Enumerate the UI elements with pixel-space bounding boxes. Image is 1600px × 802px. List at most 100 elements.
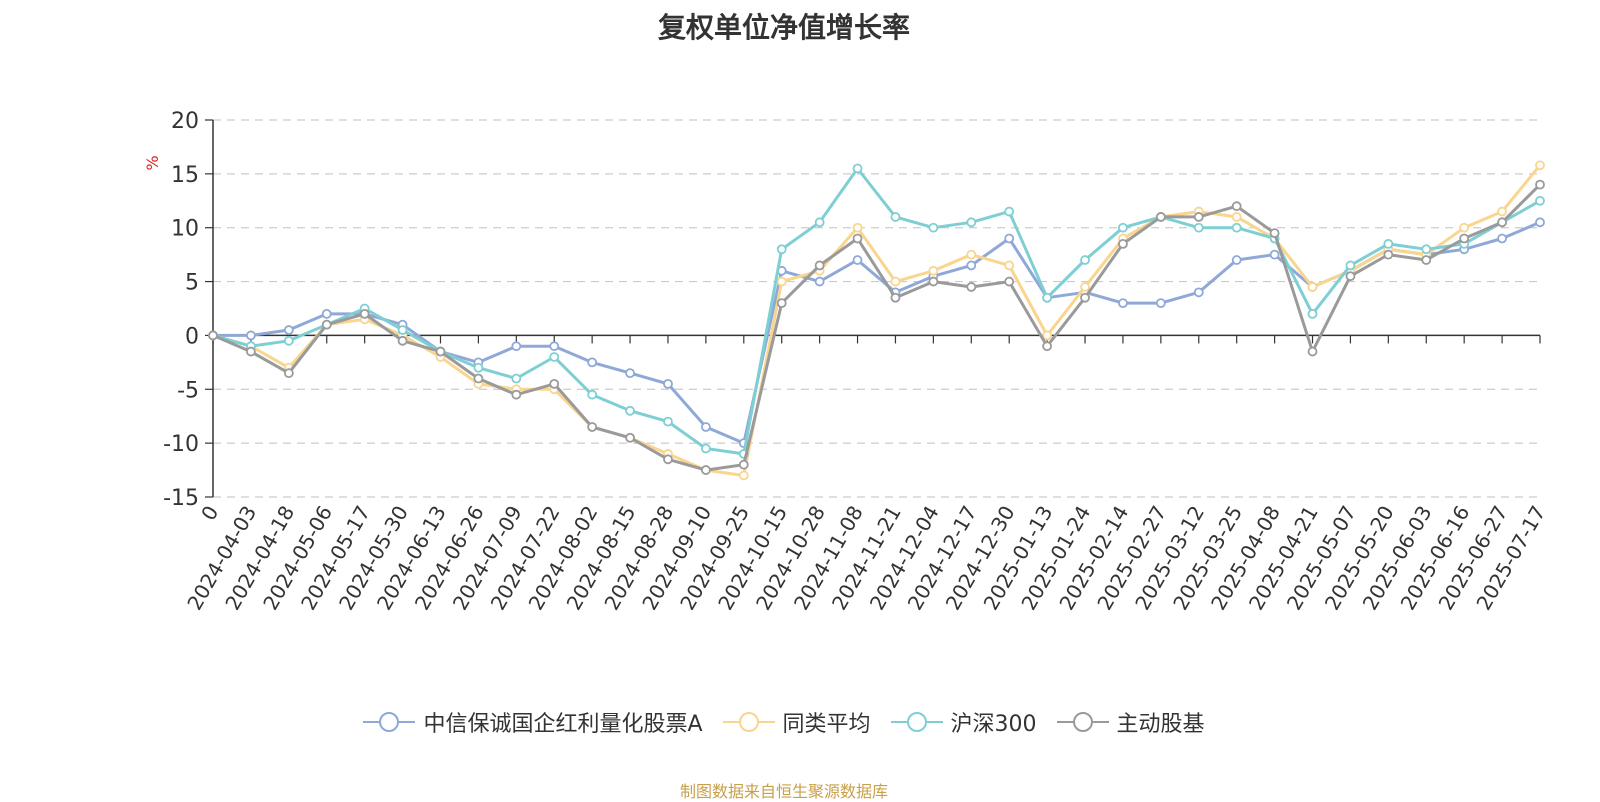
legend-item-fund[interactable]: 中信保诚国企红利量化股票A bbox=[363, 706, 703, 738]
data-point-series-2 bbox=[852, 163, 863, 174]
y-tick-label: -5 bbox=[177, 378, 199, 403]
data-point-series-2 bbox=[1042, 292, 1053, 303]
data-point-series-0 bbox=[625, 368, 635, 379]
data-point-series-3 bbox=[397, 335, 408, 346]
data-point-series-2 bbox=[700, 443, 711, 454]
data-point-series-3 bbox=[246, 346, 256, 357]
data-point-series-0 bbox=[1497, 233, 1507, 244]
data-point-series-0 bbox=[1155, 298, 1166, 309]
data-point-series-3 bbox=[587, 422, 598, 432]
data-point-series-3 bbox=[1535, 179, 1545, 190]
y-tick-label: 10 bbox=[171, 217, 199, 242]
legend-label-csi300: 沪深300 bbox=[950, 712, 1037, 737]
data-point-series-2 bbox=[1118, 222, 1128, 233]
legend-item-active-equity[interactable]: 主动股基 bbox=[1056, 706, 1205, 738]
series-line-3 bbox=[212, 183, 1542, 472]
data-point-series-0 bbox=[549, 341, 560, 352]
data-point-series-2 bbox=[1345, 260, 1356, 271]
data-point-series-3 bbox=[852, 233, 863, 244]
data-point-series-2 bbox=[1421, 244, 1432, 255]
data-point-series-1 bbox=[890, 276, 901, 287]
data-point-series-2 bbox=[1383, 238, 1394, 249]
data-point-series-3 bbox=[1269, 228, 1280, 239]
data-point-series-3 bbox=[928, 276, 939, 287]
data-point-series-3 bbox=[283, 368, 294, 379]
data-point-series-3 bbox=[814, 260, 825, 271]
line-chart: -15-10-505101520%02024-04-032024-04-1820… bbox=[143, 109, 1550, 614]
data-point-series-3 bbox=[625, 432, 635, 443]
data-point-series-0 bbox=[246, 330, 256, 341]
data-point-series-1 bbox=[1497, 206, 1507, 217]
data-point-series-3 bbox=[1193, 212, 1204, 222]
data-point-series-0 bbox=[663, 378, 673, 389]
data-point-series-2 bbox=[625, 405, 635, 416]
chart-title: 复权单位净值增长率 bbox=[657, 11, 910, 44]
data-point-series-1 bbox=[1004, 260, 1015, 271]
data-point-series-0 bbox=[283, 325, 294, 335]
data-point-series-1 bbox=[1231, 212, 1242, 222]
data-point-series-3 bbox=[511, 389, 522, 400]
data-point-series-2 bbox=[1004, 206, 1015, 217]
data-point-series-2 bbox=[473, 362, 484, 373]
data-point-series-3 bbox=[966, 282, 977, 292]
legend: 中信保诚国企红利量化股票A 同类平均 沪深300 主动股基 bbox=[0, 706, 1568, 738]
data-point-series-0 bbox=[852, 255, 863, 265]
data-point-series-3 bbox=[1459, 233, 1470, 244]
data-point-series-2 bbox=[1535, 195, 1545, 206]
data-point-series-2 bbox=[1080, 255, 1090, 265]
legend-label-active-equity: 主动股基 bbox=[1116, 712, 1205, 737]
data-point-series-3 bbox=[776, 298, 787, 309]
data-point-series-1 bbox=[1459, 222, 1470, 233]
legend-label-peer-average: 同类平均 bbox=[782, 712, 871, 737]
data-point-series-3 bbox=[1307, 346, 1318, 357]
data-point-series-3 bbox=[890, 292, 901, 303]
data-point-series-3 bbox=[359, 308, 370, 319]
data-point-series-2 bbox=[397, 325, 408, 335]
legend-label-fund: 中信保诚国企红利量化股票A bbox=[423, 712, 703, 737]
data-point-series-0 bbox=[1193, 287, 1204, 298]
data-point-series-1 bbox=[1080, 282, 1090, 292]
data-point-series-3 bbox=[738, 459, 749, 470]
legend-line-circle-icon bbox=[1056, 712, 1109, 732]
legend-line-circle-icon bbox=[722, 712, 775, 732]
data-point-series-3 bbox=[435, 346, 446, 357]
y-tick-label: -15 bbox=[163, 486, 199, 511]
data-point-series-2 bbox=[587, 389, 598, 400]
data-point-series-0 bbox=[511, 341, 522, 352]
data-point-series-2 bbox=[549, 352, 560, 362]
data-point-series-3 bbox=[1155, 212, 1166, 222]
y-tick-label: 5 bbox=[185, 271, 199, 296]
data-point-series-2 bbox=[1193, 222, 1204, 233]
y-tick-label: -10 bbox=[163, 432, 199, 457]
legend-item-csi300[interactable]: 沪深300 bbox=[890, 706, 1037, 738]
data-point-series-3 bbox=[208, 330, 218, 341]
data-point-series-3 bbox=[663, 454, 673, 465]
data-point-series-3 bbox=[1383, 249, 1394, 260]
data-source-note: 制图数据来自恒生聚源数据库 bbox=[679, 782, 888, 801]
data-point-series-0 bbox=[1535, 217, 1545, 228]
data-point-series-0 bbox=[1269, 249, 1280, 260]
data-point-series-3 bbox=[473, 373, 484, 384]
data-point-series-3 bbox=[1345, 271, 1356, 282]
legend-item-peer-average[interactable]: 同类平均 bbox=[722, 706, 871, 738]
data-point-series-2 bbox=[890, 212, 901, 222]
y-axis-unit-label: % bbox=[143, 155, 162, 170]
data-point-series-1 bbox=[1042, 330, 1053, 341]
data-point-series-3 bbox=[1118, 238, 1128, 249]
data-point-series-0 bbox=[814, 276, 825, 287]
series-lines bbox=[208, 160, 1545, 481]
data-point-series-2 bbox=[814, 217, 825, 228]
legend-line-circle-icon bbox=[890, 712, 943, 732]
data-point-series-1 bbox=[928, 265, 939, 276]
data-point-series-1 bbox=[852, 222, 863, 233]
data-point-series-3 bbox=[1497, 217, 1507, 228]
data-point-series-0 bbox=[587, 357, 598, 368]
data-point-series-2 bbox=[1307, 308, 1318, 319]
grid-lines bbox=[213, 119, 1540, 498]
data-point-series-3 bbox=[549, 378, 560, 389]
data-point-series-2 bbox=[511, 373, 522, 384]
y-tick-label: 15 bbox=[171, 163, 199, 188]
data-point-series-0 bbox=[1231, 255, 1242, 265]
data-point-series-3 bbox=[1421, 255, 1432, 265]
data-point-series-2 bbox=[776, 244, 787, 255]
